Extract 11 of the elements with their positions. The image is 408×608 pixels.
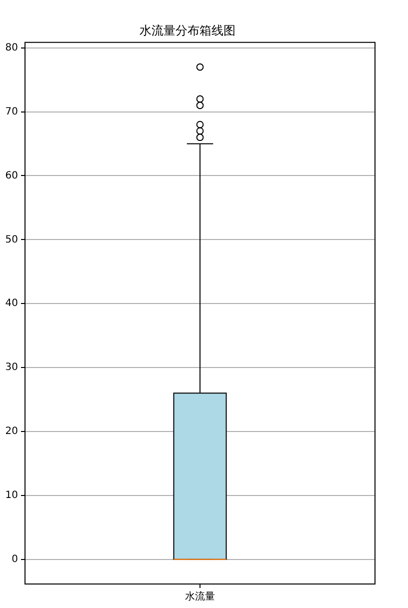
y-tick-label: 30 — [5, 362, 18, 374]
y-tick-label: 40 — [5, 298, 18, 310]
y-tick-label: 50 — [5, 234, 18, 246]
y-tick-label: 20 — [5, 426, 18, 438]
y-tick-label: 0 — [12, 554, 18, 565]
y-tick-label: 70 — [5, 106, 18, 118]
y-tick-label: 80 — [5, 42, 18, 54]
chart-title: 水流量分布箱线图 — [140, 23, 236, 38]
y-tick-label: 60 — [5, 170, 18, 182]
y-tick-label: 10 — [5, 490, 18, 502]
x-tick-label: 水流量 — [185, 590, 215, 603]
